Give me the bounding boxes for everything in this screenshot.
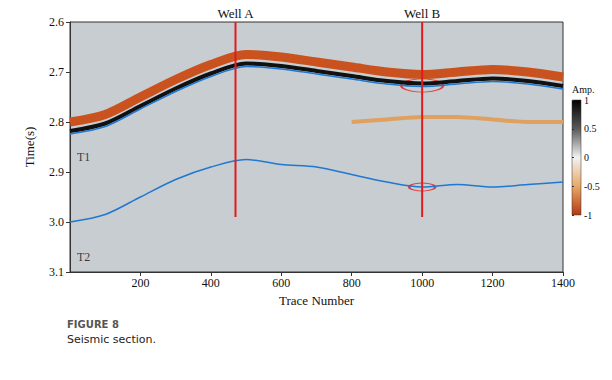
svg-text:2.9: 2.9 (49, 165, 64, 179)
svg-text:T1: T1 (77, 150, 90, 164)
svg-text:2.6: 2.6 (49, 15, 64, 29)
svg-text:600: 600 (272, 276, 290, 290)
svg-text:Seismic section.: Seismic section. (67, 333, 156, 346)
svg-text:1: 1 (584, 95, 589, 106)
svg-text:800: 800 (343, 276, 361, 290)
svg-text:T2: T2 (77, 250, 90, 264)
svg-text:200: 200 (131, 276, 149, 290)
svg-text:Amp.: Amp. (572, 84, 595, 95)
svg-text:1000: 1000 (410, 276, 434, 290)
svg-text:2.8: 2.8 (49, 115, 64, 129)
svg-text:Trace Number: Trace Number (279, 293, 355, 308)
svg-text:1200: 1200 (481, 276, 505, 290)
svg-text:0: 0 (584, 152, 589, 163)
svg-text:2.7: 2.7 (49, 65, 64, 79)
svg-text:3.0: 3.0 (49, 215, 64, 229)
svg-text:400: 400 (202, 276, 220, 290)
svg-text:3.1: 3.1 (49, 265, 64, 279)
svg-text:Time(s): Time(s) (22, 127, 37, 168)
svg-text:Well A: Well A (217, 6, 254, 21)
svg-text:1400: 1400 (551, 276, 575, 290)
svg-text:0.5: 0.5 (584, 123, 597, 134)
svg-text:-0.5: -0.5 (584, 181, 600, 192)
svg-text:-1: -1 (584, 210, 592, 221)
svg-text:FIGURE 8: FIGURE 8 (67, 319, 119, 330)
svg-text:Well B: Well B (404, 6, 440, 21)
